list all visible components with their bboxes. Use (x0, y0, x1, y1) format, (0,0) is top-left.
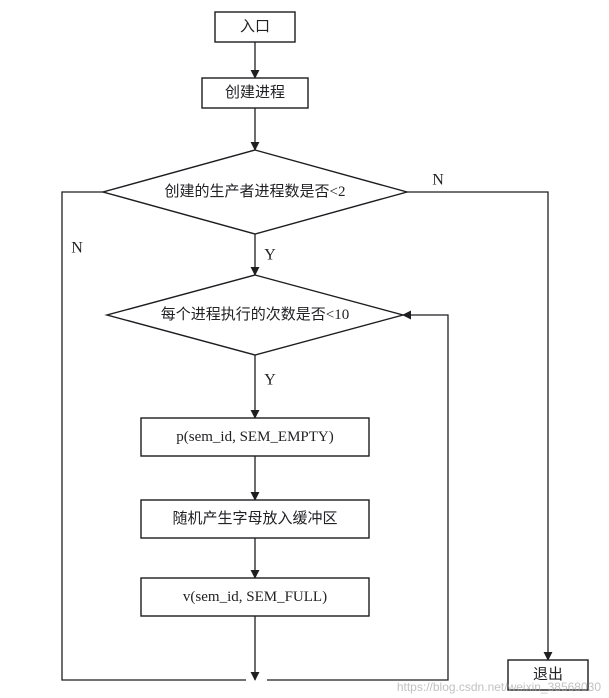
node-label-create: 创建进程 (225, 84, 285, 101)
node-label-d2: 每个进程执行的次数是否<10 (161, 306, 349, 323)
edge-label-e_d1_N_left: N (71, 240, 83, 257)
node-label-p_empty: p(sem_id, SEM_EMPTY) (176, 429, 334, 445)
node-label-exit: 退出 (533, 666, 563, 683)
edge-e_loop_back_d2 (267, 315, 448, 680)
node-label-v_full: v(sem_id, SEM_FULL) (183, 589, 327, 605)
node-label-d1: 创建的生产者进程数是否<2 (165, 183, 346, 200)
node-label-put_buf: 随机产生字母放入缓冲区 (172, 510, 337, 527)
edge-label-e_d1_d2_Y: Y (264, 247, 276, 264)
edge-e_d1_N_right_exit (407, 192, 548, 660)
edge-label-e_d2_pempty_Y: Y (264, 372, 276, 389)
node-label-entry: 入口 (240, 19, 270, 35)
edge-label-e_d1_N_right_exit: N (432, 172, 444, 189)
